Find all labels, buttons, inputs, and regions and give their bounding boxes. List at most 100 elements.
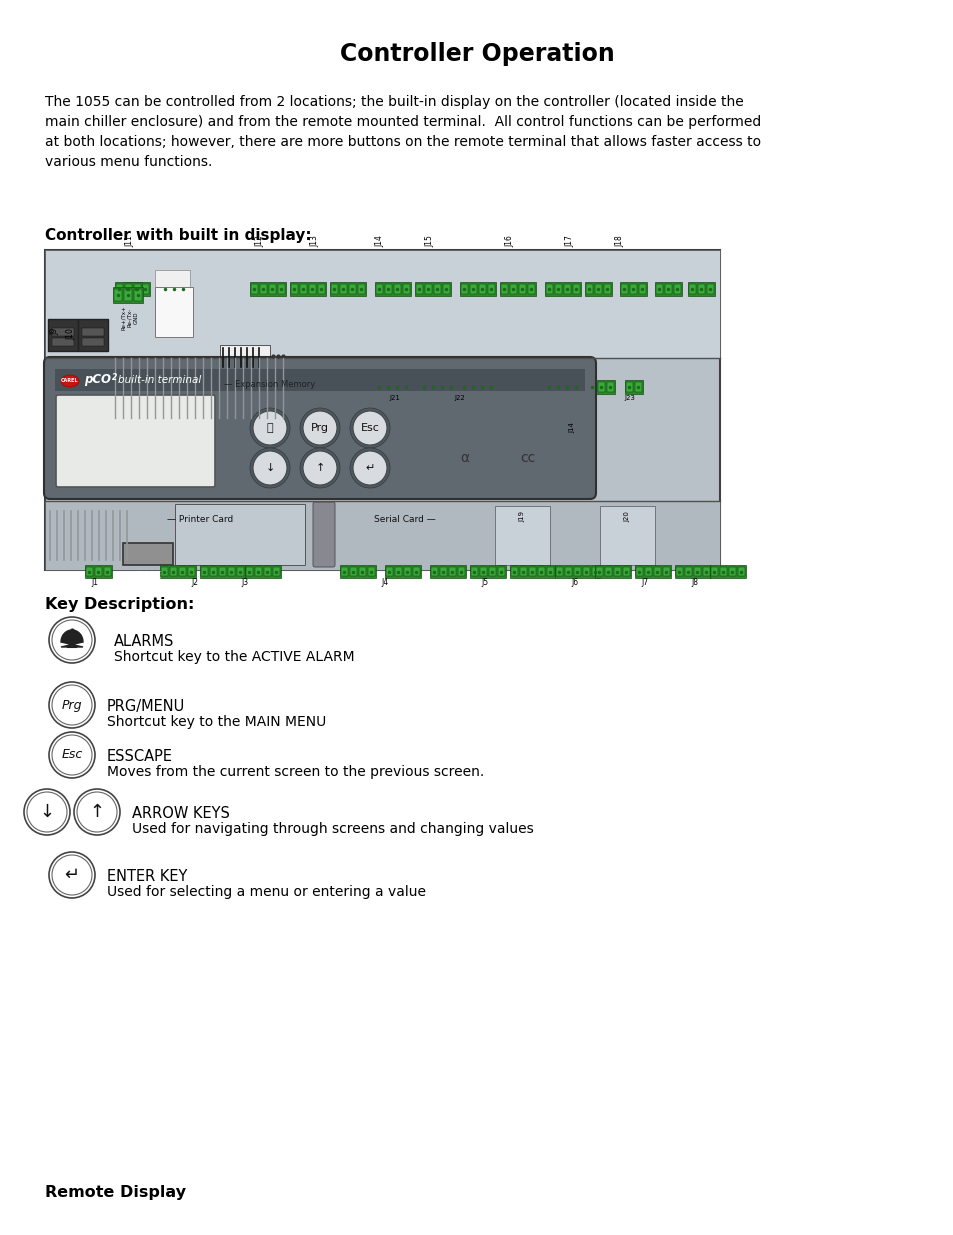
Bar xyxy=(95,567,102,576)
Bar xyxy=(470,382,476,391)
Bar xyxy=(545,284,553,294)
Bar xyxy=(431,567,437,576)
Bar xyxy=(635,382,641,391)
Text: Shortcut key to the ACTIVE ALARM: Shortcut key to the ACTIVE ALARM xyxy=(113,650,355,664)
Bar xyxy=(269,284,275,294)
Text: 2: 2 xyxy=(112,373,117,382)
Bar xyxy=(339,284,347,294)
Bar xyxy=(124,289,132,301)
Bar xyxy=(125,284,132,294)
Bar xyxy=(430,564,465,578)
Bar xyxy=(419,380,456,394)
Bar xyxy=(368,567,375,576)
Text: ↵: ↵ xyxy=(65,866,79,884)
Bar xyxy=(603,284,610,294)
Bar xyxy=(375,380,411,394)
Text: J15: J15 xyxy=(425,235,434,247)
Bar xyxy=(459,282,496,296)
Text: Prg: Prg xyxy=(311,424,329,433)
Bar xyxy=(457,567,464,576)
Bar xyxy=(573,382,579,391)
Bar xyxy=(488,284,495,294)
Bar xyxy=(45,249,720,358)
Ellipse shape xyxy=(61,375,79,387)
Bar xyxy=(52,329,74,336)
Bar xyxy=(625,382,632,391)
Text: Esc: Esc xyxy=(360,424,379,433)
Bar xyxy=(300,284,307,294)
Bar xyxy=(706,284,713,294)
Text: J18: J18 xyxy=(615,235,624,247)
Text: J7: J7 xyxy=(640,578,648,587)
Bar xyxy=(587,380,615,394)
Text: J2: J2 xyxy=(192,578,198,587)
Text: PRG/MENU: PRG/MENU xyxy=(107,699,185,714)
Bar xyxy=(687,282,714,296)
Text: 🔔: 🔔 xyxy=(267,424,273,433)
Circle shape xyxy=(303,411,336,445)
Text: Prg: Prg xyxy=(62,699,82,711)
Bar xyxy=(123,282,150,296)
Bar xyxy=(349,284,355,294)
Text: Re+/Tx+
Re-/Tx-
GND: Re+/Tx+ Re-/Tx- GND xyxy=(121,305,138,330)
Bar xyxy=(595,284,601,294)
Text: Moves from the current screen to the previous screen.: Moves from the current screen to the pre… xyxy=(107,764,484,779)
Bar xyxy=(499,282,536,296)
Circle shape xyxy=(27,792,67,832)
Bar xyxy=(479,567,486,576)
Bar xyxy=(662,567,669,576)
Bar xyxy=(500,284,507,294)
Bar xyxy=(45,501,720,571)
Bar xyxy=(404,567,411,576)
Bar xyxy=(403,284,410,294)
Bar xyxy=(574,567,580,576)
Bar xyxy=(497,567,504,576)
Bar xyxy=(622,567,629,576)
Bar xyxy=(545,382,553,391)
Text: J19: J19 xyxy=(518,511,524,522)
Bar xyxy=(460,382,467,391)
Bar xyxy=(434,284,440,294)
Polygon shape xyxy=(61,630,83,647)
Bar xyxy=(655,282,681,296)
Bar xyxy=(604,567,611,576)
Circle shape xyxy=(350,448,390,488)
Bar xyxy=(142,284,149,294)
Circle shape xyxy=(250,448,290,488)
Text: J4: J4 xyxy=(381,578,388,587)
Bar xyxy=(394,284,400,294)
FancyBboxPatch shape xyxy=(45,249,720,571)
Bar xyxy=(459,380,496,394)
Bar xyxy=(264,567,271,576)
Bar xyxy=(174,504,305,564)
Bar xyxy=(544,380,580,394)
Bar xyxy=(488,382,495,391)
Bar xyxy=(654,567,660,576)
Bar xyxy=(161,567,168,576)
Bar xyxy=(664,284,671,294)
Text: — Printer Card: — Printer Card xyxy=(167,515,233,524)
Bar xyxy=(537,567,544,576)
Bar xyxy=(620,284,627,294)
Bar xyxy=(728,567,735,576)
Text: ↵: ↵ xyxy=(365,463,375,473)
Text: — Expansion Memory: — Expansion Memory xyxy=(224,380,315,389)
Bar xyxy=(201,567,208,576)
Text: J1: J1 xyxy=(91,578,98,587)
Bar xyxy=(220,345,270,367)
Bar xyxy=(564,567,571,576)
Bar xyxy=(154,270,190,308)
Bar xyxy=(277,284,285,294)
Bar xyxy=(582,567,589,576)
FancyBboxPatch shape xyxy=(313,501,335,567)
Bar xyxy=(254,567,262,576)
Bar xyxy=(134,284,141,294)
Bar xyxy=(644,567,651,576)
Bar xyxy=(385,382,392,391)
Bar xyxy=(656,284,662,294)
Bar xyxy=(124,284,131,294)
Bar xyxy=(290,282,326,296)
Bar xyxy=(489,567,496,576)
Bar xyxy=(584,282,612,296)
Text: J13: J13 xyxy=(310,235,319,247)
